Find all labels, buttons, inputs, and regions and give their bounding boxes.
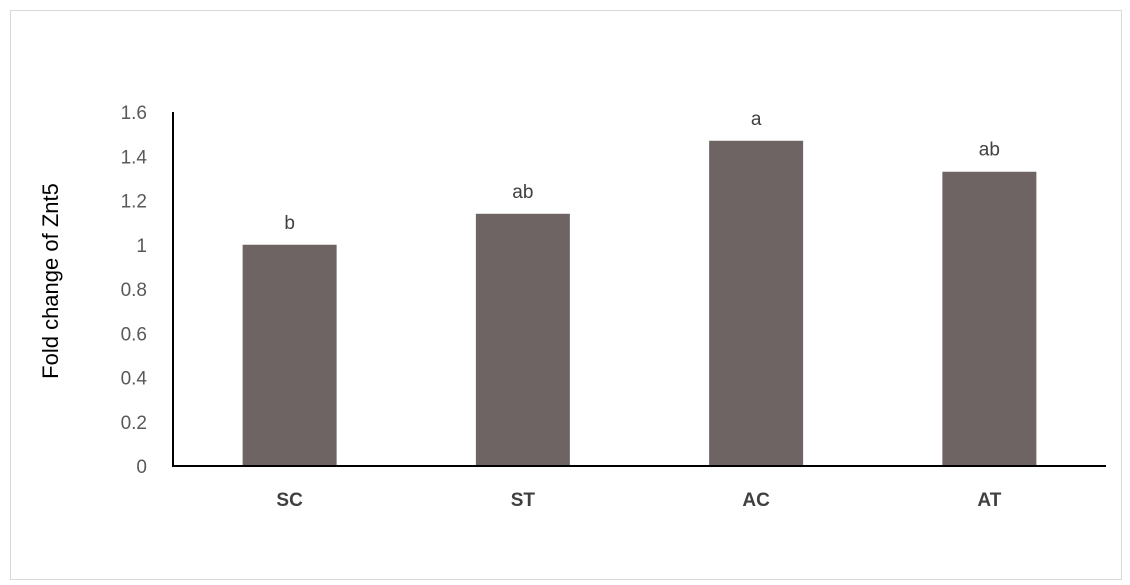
bar-label-st: ab xyxy=(512,182,533,203)
x-category-ac: AC xyxy=(742,490,770,511)
y-tick-label: 0.8 xyxy=(121,280,147,301)
y-tick-label: 0 xyxy=(136,457,147,478)
bars xyxy=(243,141,1037,466)
bar-label-sc: b xyxy=(284,213,295,234)
bar-significance-labels: b ab a ab xyxy=(284,109,1000,234)
y-tick-label: 1.2 xyxy=(121,192,147,213)
y-tick-label: 1 xyxy=(136,236,147,257)
y-tick-label: 0.2 xyxy=(121,413,147,434)
y-tick-label: 0.4 xyxy=(121,369,148,390)
x-category-at: AT xyxy=(977,490,1001,511)
y-tick-label: 0.6 xyxy=(121,324,147,345)
y-axis-ticks: 0 0.2 0.4 0.6 0.8 1 1.2 1.4 1.6 xyxy=(121,103,148,478)
bar-ac xyxy=(709,141,803,466)
x-category-sc: SC xyxy=(276,490,303,511)
x-axis-categories: SC ST AC AT xyxy=(276,490,1001,511)
bar-label-ac: a xyxy=(751,109,762,130)
y-tick-label: 1.6 xyxy=(121,103,147,124)
y-tick-label: 1.4 xyxy=(121,147,148,168)
y-axis-title: Fold change of Znt5 xyxy=(38,183,63,379)
x-category-st: ST xyxy=(511,490,536,511)
bar-at xyxy=(942,172,1036,466)
bar-label-at: ab xyxy=(979,140,1000,161)
y-axis-title-group: Fold change of Znt5 xyxy=(38,183,63,379)
bar-st xyxy=(476,214,570,466)
bar-sc xyxy=(243,245,337,466)
